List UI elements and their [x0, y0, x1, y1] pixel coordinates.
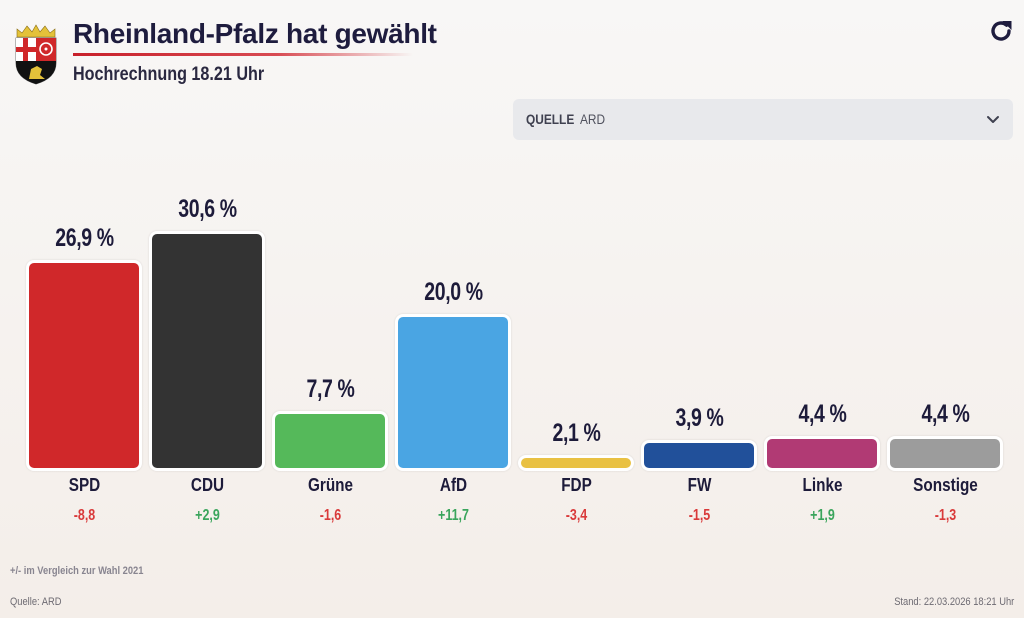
value-label-sonstige: 4,4 % — [921, 400, 970, 429]
title-underline — [73, 53, 413, 56]
bar-spd — [26, 260, 142, 471]
coat-of-arms-icon — [15, 24, 57, 85]
bar-fw — [641, 440, 757, 471]
source-select-value: ARD — [580, 111, 606, 127]
party-label-cdu: CDU — [190, 475, 225, 495]
bar-linke — [764, 436, 880, 471]
value-label-spd: 26,9 % — [55, 224, 114, 253]
change-label-cdu: +2,9 — [195, 507, 220, 524]
chevron-down-icon — [987, 116, 999, 123]
source-select-label: QUELLE — [526, 111, 575, 127]
value-label-gr-ne: 7,7 % — [306, 374, 355, 403]
timestamp: Stand: 22.03.2026 18:21 Uhr — [893, 596, 1014, 608]
page-subtitle: Hochrechnung 18.21 Uhr — [73, 64, 265, 85]
refresh-icon[interactable] — [988, 18, 1014, 44]
bar-cdu — [149, 231, 265, 471]
page-title: Rheinland-Pfalz hat gewählt — [73, 18, 437, 49]
bar-fdp — [518, 454, 634, 471]
change-label-gr-ne: -1,6 — [319, 507, 342, 524]
party-label-fw: FW — [687, 475, 712, 495]
change-label-spd: -8,8 — [73, 507, 96, 524]
value-label-linke: 4,4 % — [798, 400, 847, 429]
party-label-sonstige: Sonstige — [913, 475, 978, 495]
party-label-afd: AfD — [439, 475, 468, 495]
party-label-linke: Linke — [802, 475, 843, 495]
change-note: +/- im Vergleich zur Wahl 2021 — [10, 565, 144, 577]
change-label-afd: +11,7 — [438, 507, 469, 524]
source-select[interactable]: QUELLE ARD — [513, 99, 1013, 140]
party-label-gr-ne: Grüne — [307, 475, 354, 495]
bar-gr-ne — [272, 410, 388, 471]
change-label-sonstige: -1,3 — [934, 507, 957, 524]
bar-afd — [395, 314, 511, 471]
source-note: Quelle: ARD — [10, 596, 62, 608]
value-label-afd: 20,0 % — [424, 278, 483, 307]
party-label-fdp: FDP — [561, 475, 592, 495]
bar-sonstige — [887, 436, 1003, 471]
value-label-cdu: 30,6 % — [178, 195, 237, 223]
change-label-fw: -1,5 — [688, 507, 711, 524]
party-label-spd: SPD — [68, 475, 101, 495]
change-label-fdp: -3,4 — [565, 507, 588, 524]
value-label-fdp: 2,1 % — [552, 418, 601, 447]
change-label-linke: +1,9 — [810, 507, 835, 524]
value-label-fw: 3,9 % — [675, 404, 724, 433]
